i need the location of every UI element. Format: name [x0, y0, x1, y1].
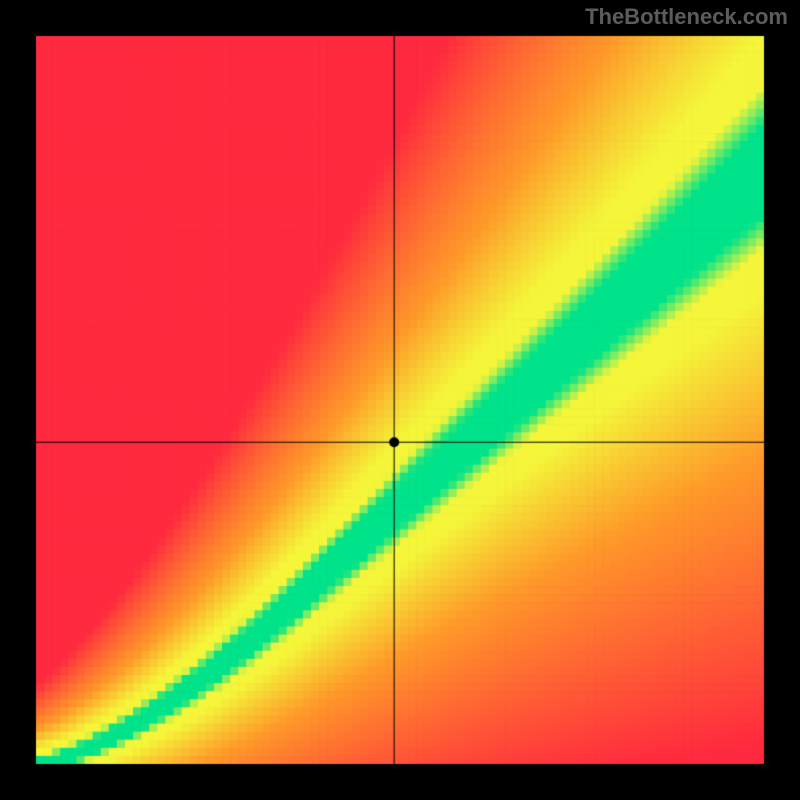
- watermark-text: TheBottleneck.com: [585, 4, 788, 30]
- bottleneck-heatmap: [0, 0, 800, 800]
- chart-container: { "watermark": { "text": "TheBottleneck.…: [0, 0, 800, 800]
